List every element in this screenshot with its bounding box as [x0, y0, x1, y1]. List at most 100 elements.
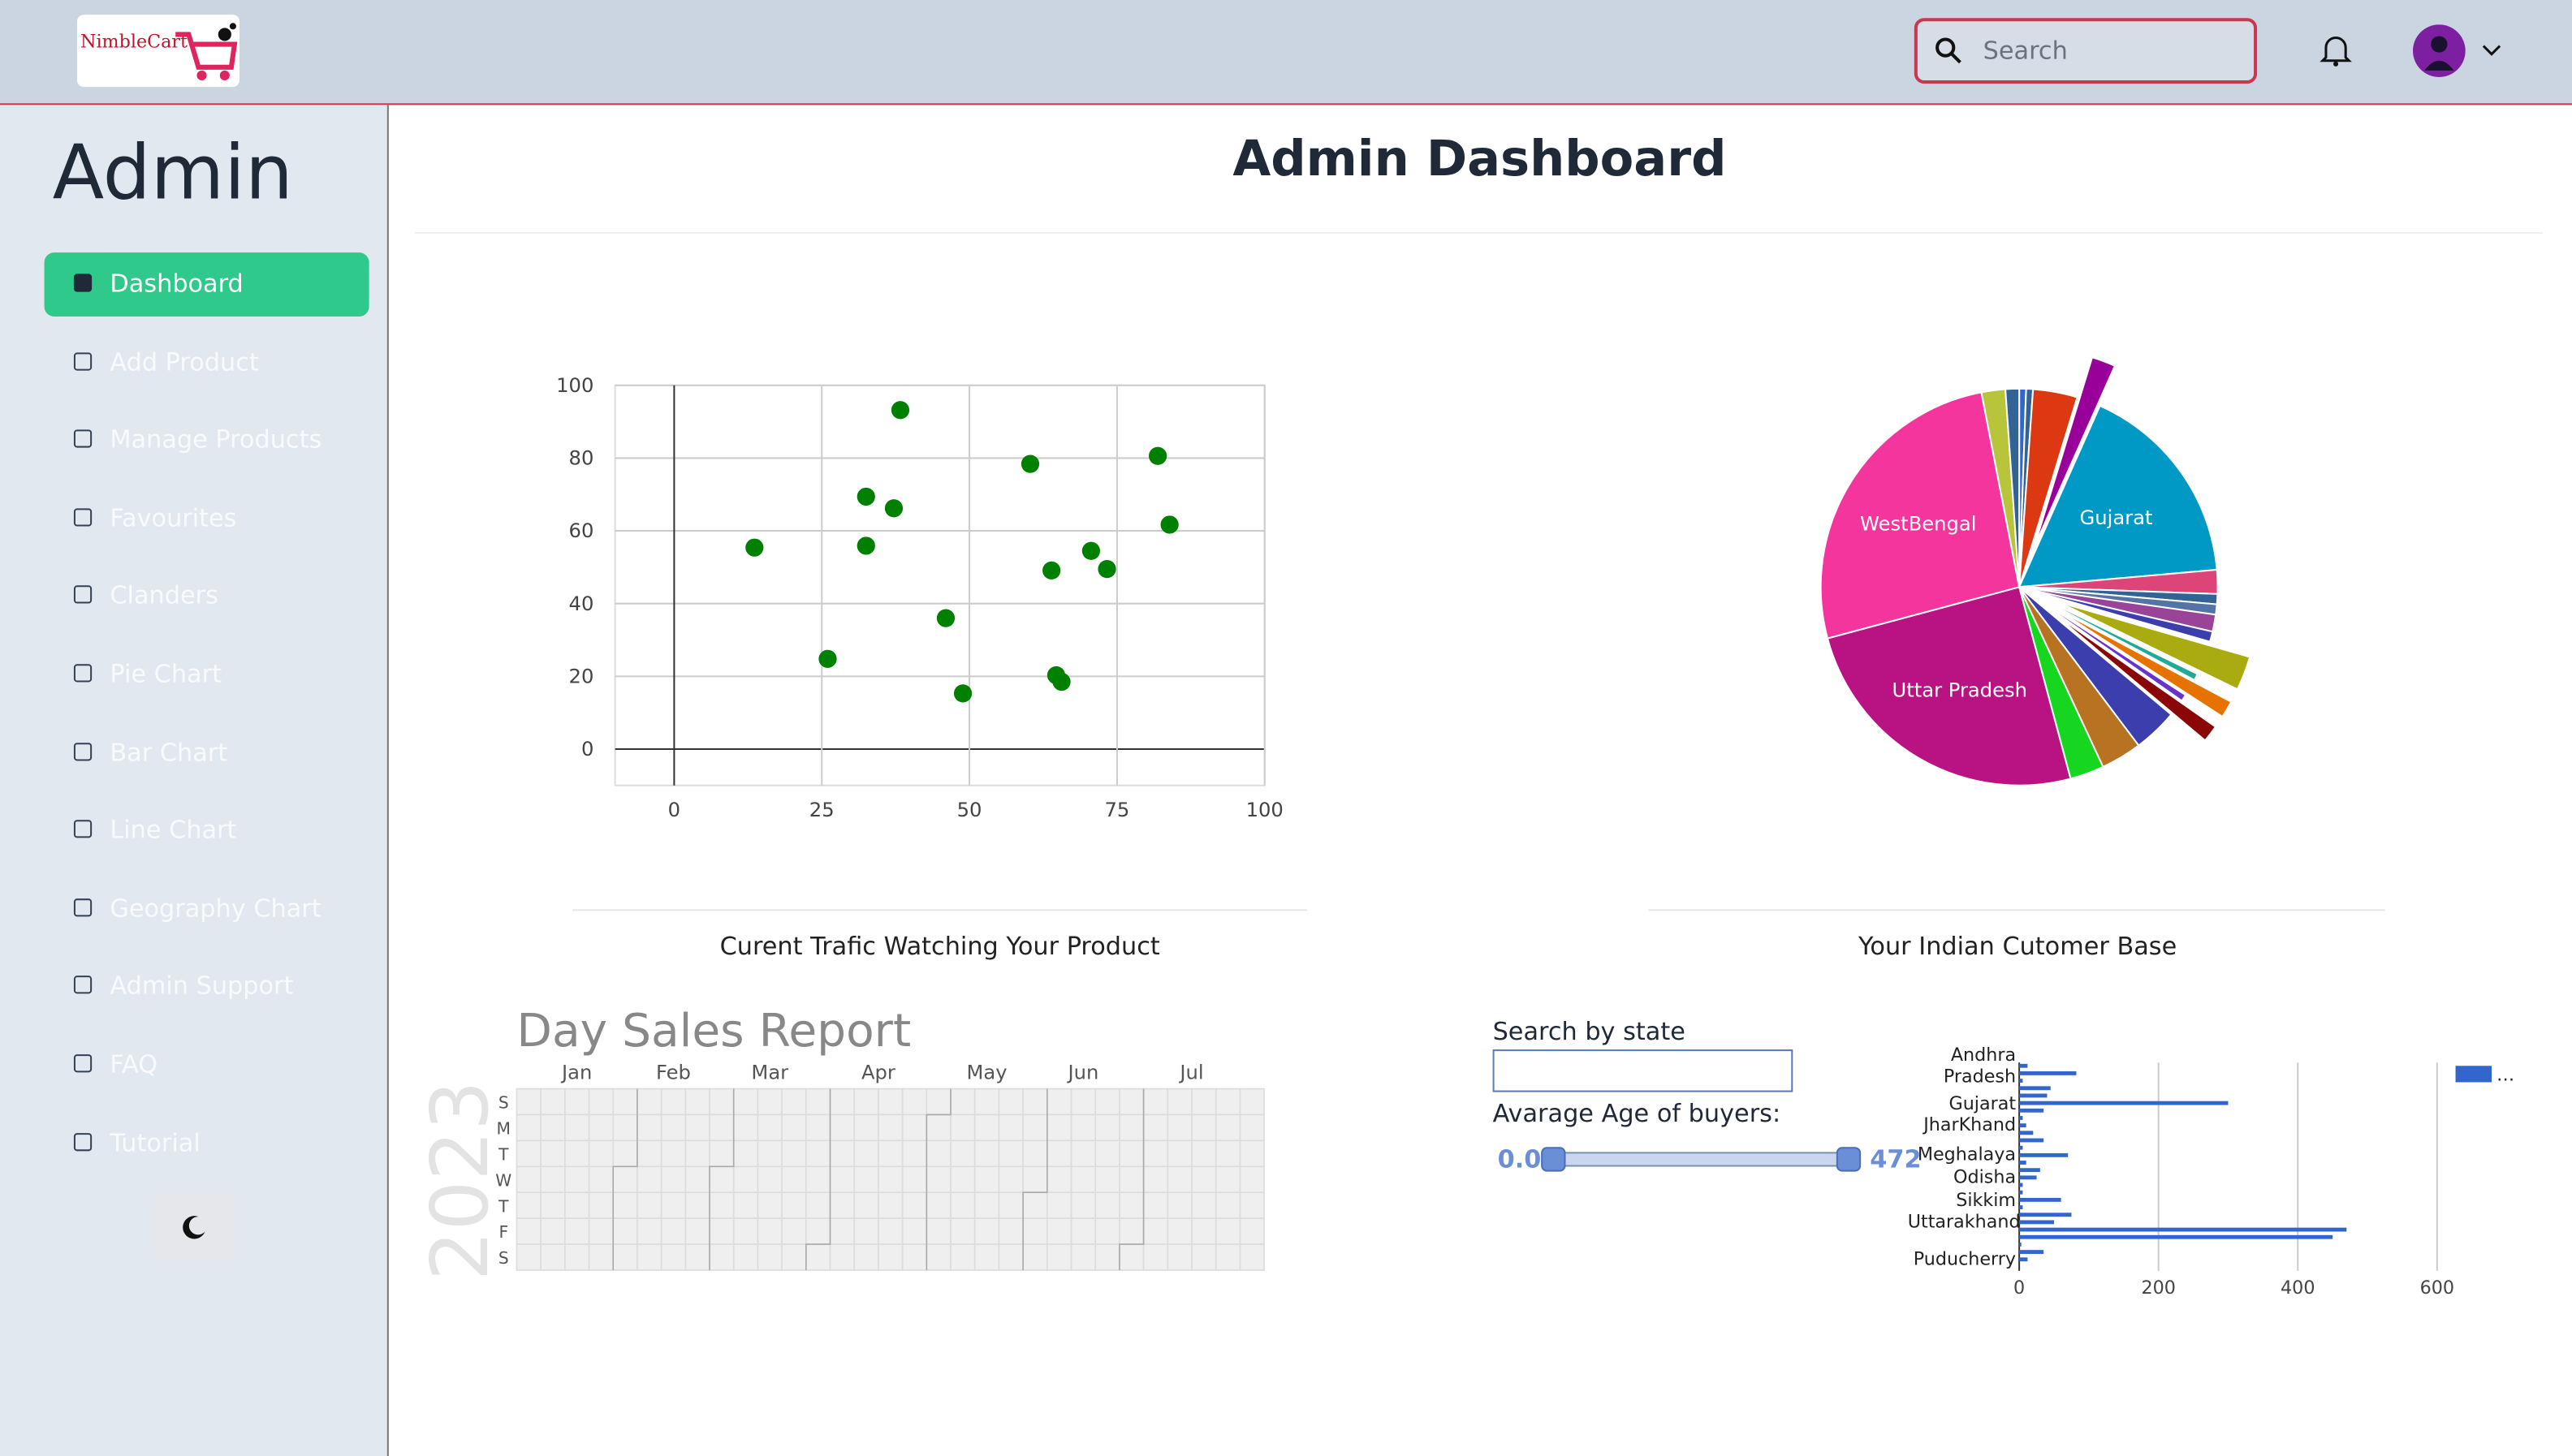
calendar-cell — [1142, 1217, 1169, 1245]
calendar-cell — [1167, 1165, 1193, 1194]
pie-slice — [2018, 586, 2187, 702]
menu-item[interactable]: FAQ — [45, 1033, 369, 1097]
calendar-cell — [1142, 1114, 1169, 1142]
x-tick-label: 25 — [809, 798, 835, 821]
bar — [2019, 1079, 2023, 1083]
calendar-cell — [829, 1217, 856, 1245]
calendar-cell — [853, 1217, 879, 1245]
point — [745, 538, 764, 557]
logo[interactable]: NimbleCart — [76, 15, 240, 88]
calendar-cell — [588, 1217, 615, 1245]
calendar-cell — [660, 1165, 687, 1194]
calendar-cell — [637, 1088, 662, 1116]
menu-icon — [73, 507, 93, 527]
menu-item[interactable]: Bar Chart — [45, 721, 369, 785]
menu-icon — [73, 898, 93, 916]
calendar-cell — [564, 1088, 590, 1116]
bar — [2019, 1250, 2044, 1255]
calendar-cell — [853, 1243, 879, 1271]
calendar-cell — [588, 1139, 615, 1168]
pie-slice — [2017, 404, 2218, 588]
menu-label: Admin Support — [110, 971, 294, 1002]
point — [1021, 454, 1040, 473]
calendar-cell — [1191, 1114, 1217, 1142]
slider-handle — [1541, 1147, 1566, 1172]
calendar-cell — [732, 1088, 759, 1116]
calendar-cell — [901, 1191, 928, 1219]
menu-item[interactable]: Dashboard — [44, 252, 369, 317]
y-tick-label: Gujarat — [1948, 1092, 2017, 1114]
calendar-cell — [1094, 1165, 1120, 1194]
pie-slice — [2004, 387, 2021, 588]
avatar[interactable] — [2411, 24, 2509, 80]
menu-icon — [73, 586, 93, 605]
calendar-cell — [684, 1243, 710, 1271]
calendar-cell — [878, 1114, 904, 1142]
menu-item[interactable]: Pie Chart — [45, 643, 369, 707]
calendar-cell — [998, 1165, 1024, 1194]
search-icon — [1935, 37, 1961, 64]
y-tick-label: 60 — [569, 519, 594, 542]
calendar-cell — [781, 1165, 807, 1194]
age-max-label: 472 — [1870, 1144, 1922, 1174]
calendar-cell — [732, 1139, 759, 1168]
legend-label: … — [2496, 1064, 2514, 1085]
menu-item[interactable]: Manage Products — [45, 408, 369, 472]
calendar-cell — [612, 1165, 638, 1194]
calendar-cell — [684, 1217, 710, 1245]
x-tick-label: 0 — [2013, 1277, 2025, 1299]
search-box[interactable]: Search — [1914, 18, 2258, 84]
menu-icon — [73, 820, 93, 838]
calendar-cell — [878, 1191, 904, 1219]
calendar-cell — [973, 1243, 1000, 1271]
menu-icon — [73, 1132, 93, 1151]
calendar-cell — [998, 1088, 1024, 1116]
menu-item[interactable]: Add Product — [45, 330, 369, 394]
calendar-cell — [998, 1191, 1024, 1219]
calendar-cell — [1070, 1114, 1097, 1142]
calendar-cell — [564, 1165, 590, 1194]
legend-swatch — [2455, 1066, 2492, 1083]
bell-icon[interactable] — [2320, 34, 2352, 67]
calendar-cell — [709, 1165, 735, 1194]
calendar-cell — [853, 1088, 879, 1116]
state-search-input[interactable] — [1492, 1049, 1793, 1092]
calendar-cell — [637, 1114, 662, 1142]
calendar-cell — [516, 1243, 542, 1271]
calendar-cell — [1022, 1217, 1048, 1245]
x-tick-label: 75 — [1104, 798, 1129, 821]
age-label: Avarage Age of buyers: — [1492, 1098, 1781, 1129]
calendar-cell — [1022, 1114, 1048, 1142]
calendar-cell — [878, 1217, 904, 1245]
theme-toggle[interactable] — [153, 1193, 233, 1260]
pie-slice — [2018, 586, 2214, 643]
calendar-cell — [781, 1139, 807, 1168]
calendar-cell — [853, 1114, 879, 1142]
menu-item[interactable]: Favourites — [45, 487, 369, 551]
calendar-cell — [901, 1165, 928, 1194]
menu-item[interactable]: Clanders — [45, 565, 369, 629]
menu-icon — [73, 1054, 93, 1073]
calendar-cell — [998, 1114, 1024, 1142]
x-tick-label: 200 — [2141, 1277, 2175, 1299]
calendar-cell — [1119, 1114, 1145, 1142]
point — [1081, 541, 1101, 560]
calendar-cell — [1167, 1243, 1193, 1271]
menu-item[interactable]: Line Chart — [45, 799, 369, 863]
calendar-cell — [950, 1217, 976, 1245]
calendar-cell — [853, 1165, 879, 1194]
menu-item[interactable]: Geography Chart — [45, 877, 369, 941]
menu-item[interactable]: Admin Support — [45, 955, 369, 1019]
calendar-cell — [853, 1191, 879, 1219]
calendar-cell — [1070, 1217, 1097, 1245]
calendar-cell — [1215, 1217, 1241, 1245]
calendar-cell — [1167, 1217, 1193, 1245]
point — [891, 401, 910, 420]
menu-item[interactable]: Tutorial — [45, 1111, 369, 1175]
slider-handle — [1836, 1147, 1862, 1172]
y-tick-label: Odisha — [1953, 1166, 2017, 1188]
bar — [2019, 1190, 2023, 1195]
calendar-cell — [901, 1114, 928, 1142]
slice-label: Gujarat — [2080, 506, 2153, 529]
bar — [2019, 1101, 2229, 1105]
